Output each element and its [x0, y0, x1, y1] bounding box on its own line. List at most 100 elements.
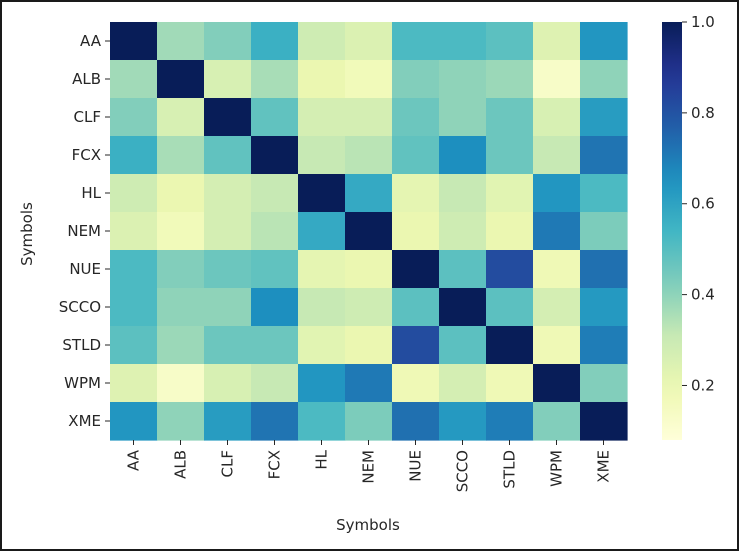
heatmap-cell-NUE-CLF	[204, 250, 252, 289]
heatmap-cell-ALB-AA	[110, 60, 158, 99]
heatmap-cell-FCX-CLF	[204, 136, 252, 175]
x-axis-label: Symbols	[336, 516, 400, 534]
heatmap-cell-STLD-NUE	[392, 326, 440, 365]
heatmap-cell-HL-CLF	[204, 174, 252, 213]
colorbar-tick-label: 0.8	[691, 104, 715, 122]
heatmap-cell-CLF-ALB	[157, 98, 205, 137]
x-tick-label: HL	[313, 449, 331, 469]
heatmap-cell-CLF-NUE	[392, 98, 440, 137]
heatmap-cell-STLD-STLD	[486, 326, 534, 365]
heatmap-cell-AA-HL	[298, 22, 346, 61]
heatmap-cell-SCCO-ALB	[157, 288, 205, 327]
heatmap-cell-STLD-CLF	[204, 326, 252, 365]
heatmap-cell-SCCO-AA	[110, 288, 158, 327]
heatmap-cell-FCX-WPM	[533, 136, 581, 175]
colorbar-ticks: 0.2 0.4 0.6 0.8 1.0	[682, 13, 715, 394]
heatmap-cell-XME-FCX	[251, 402, 299, 441]
heatmap-cell-CLF-CLF	[204, 98, 252, 137]
heatmap-cell-AA-SCCO	[439, 22, 487, 61]
heatmap-cell-XME-STLD	[486, 402, 534, 441]
heatmap-cell-AA-ALB	[157, 22, 205, 61]
y-tick-label: STLD	[62, 336, 101, 354]
heatmap-cell-NUE-STLD	[486, 250, 534, 289]
heatmap-cell-NEM-STLD	[486, 212, 534, 251]
heatmap-cell-AA-FCX	[251, 22, 299, 61]
x-tick-label: AA	[125, 449, 143, 471]
heatmap-cell-XME-NUE	[392, 402, 440, 441]
heatmap-cell-ALB-STLD	[486, 60, 534, 99]
heatmap-cell-STLD-SCCO	[439, 326, 487, 365]
heatmap-cell-AA-XME	[580, 22, 628, 61]
heatmap-cell-HL-AA	[110, 174, 158, 213]
heatmap-cell-CLF-AA	[110, 98, 158, 137]
heatmap-cell-HL-XME	[580, 174, 628, 213]
heatmap-cell-FCX-NUE	[392, 136, 440, 175]
x-tick-label: NUE	[407, 450, 425, 482]
heatmap-cell-NEM-NEM	[345, 212, 393, 251]
heatmap-cell-FCX-XME	[580, 136, 628, 175]
y-tick-label: XME	[68, 412, 101, 430]
heatmap-cell-NUE-AA	[110, 250, 158, 289]
y-tick-label: AA	[80, 32, 102, 50]
y-tick-label: FCX	[72, 146, 101, 164]
heatmap-cell-NEM-SCCO	[439, 212, 487, 251]
heatmap-cell-ALB-NEM	[345, 60, 393, 99]
heatmap-cell-STLD-WPM	[533, 326, 581, 365]
heatmap-cell-ALB-XME	[580, 60, 628, 99]
heatmap-cell-CLF-STLD	[486, 98, 534, 137]
heatmap-cell-FCX-HL	[298, 136, 346, 175]
heatmap-cell-NUE-FCX	[251, 250, 299, 289]
colorbar-tick-label: 1.0	[691, 13, 715, 31]
heatmap-cell-SCCO-HL	[298, 288, 346, 327]
heatmap-cell-WPM-XME	[580, 364, 628, 403]
heatmap-cell-AA-STLD	[486, 22, 534, 61]
x-tick-label: FCX	[266, 450, 284, 479]
heatmap-cell-FCX-AA	[110, 136, 158, 175]
x-tick-label: WPM	[548, 450, 566, 487]
heatmap-cell-HL-FCX	[251, 174, 299, 213]
heatmap-cell-STLD-NEM	[345, 326, 393, 365]
heatmap-cell-NUE-WPM	[533, 250, 581, 289]
heatmap-cell-ALB-HL	[298, 60, 346, 99]
heatmap-cell-ALB-NUE	[392, 60, 440, 99]
heatmap-cell-CLF-FCX	[251, 98, 299, 137]
y-tick-label: HL	[81, 184, 101, 202]
heatmap-cell-CLF-WPM	[533, 98, 581, 137]
y-tick-label: NEM	[67, 222, 101, 240]
heatmap-cell-ALB-CLF	[204, 60, 252, 99]
colorbar-tick-label: 0.6	[691, 195, 715, 213]
heatmap-cell-ALB-WPM	[533, 60, 581, 99]
heatmap-cell-WPM-FCX	[251, 364, 299, 403]
x-tick-label: ALB	[172, 450, 190, 479]
heatmap-cell-ALB-SCCO	[439, 60, 487, 99]
x-tick-label: NEM	[360, 450, 378, 484]
heatmap-cell-HL-WPM	[533, 174, 581, 213]
heatmap-cell-SCCO-CLF	[204, 288, 252, 327]
heatmap-cell-WPM-ALB	[157, 364, 205, 403]
heatmap-cell-XME-ALB	[157, 402, 205, 441]
y-axis-label: Symbols	[18, 202, 36, 266]
heatmap-cell-ALB-FCX	[251, 60, 299, 99]
heatmap-cell-WPM-WPM	[533, 364, 581, 403]
heatmap-cell-NEM-FCX	[251, 212, 299, 251]
heatmap-cell-NEM-WPM	[533, 212, 581, 251]
heatmap-cell-STLD-HL	[298, 326, 346, 365]
heatmap-cell-SCCO-NUE	[392, 288, 440, 327]
heatmap-cell-NUE-NEM	[345, 250, 393, 289]
y-tick-label: NUE	[69, 260, 101, 278]
heatmap-cell-XME-XME	[580, 402, 628, 441]
heatmap-cell-CLF-NEM	[345, 98, 393, 137]
y-tick-label: WPM	[64, 374, 101, 392]
heatmap-cell-XME-WPM	[533, 402, 581, 441]
heatmap-cell-CLF-XME	[580, 98, 628, 137]
heatmap-cell-WPM-STLD	[486, 364, 534, 403]
heatmap-cell-CLF-HL	[298, 98, 346, 137]
x-tick-label: STLD	[501, 450, 519, 489]
heatmap-cell-XME-NEM	[345, 402, 393, 441]
heatmap-cell-NEM-HL	[298, 212, 346, 251]
x-tick-label: CLF	[219, 450, 237, 477]
heatmap-cell-HL-STLD	[486, 174, 534, 213]
heatmap-cell-STLD-ALB	[157, 326, 205, 365]
heatmap-cell-FCX-SCCO	[439, 136, 487, 175]
